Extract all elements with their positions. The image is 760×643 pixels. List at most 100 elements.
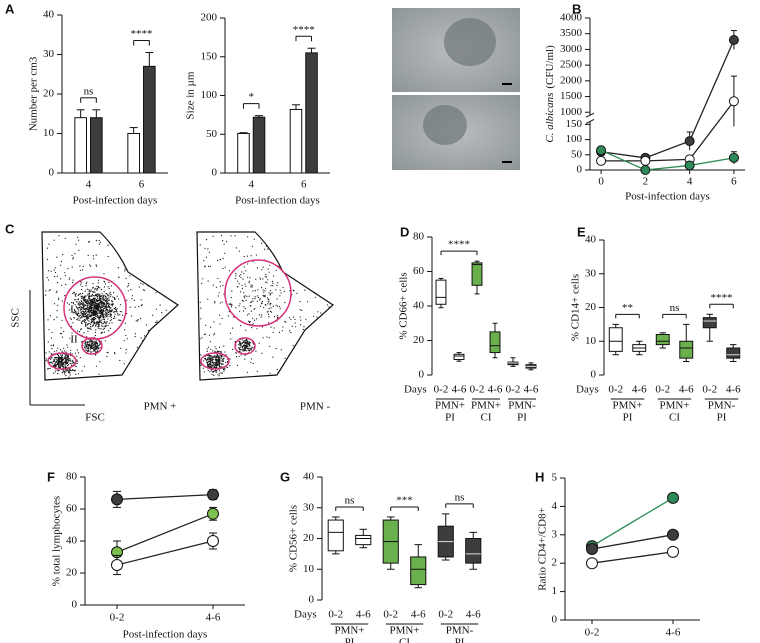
event-dot <box>114 311 116 313</box>
event-dot <box>73 317 75 319</box>
event-dot <box>218 373 220 375</box>
event-dot <box>77 236 79 238</box>
event-dot <box>235 351 237 353</box>
event-dot <box>230 338 232 340</box>
x-tick-label: 0-2 <box>506 384 521 396</box>
event-dot <box>50 358 52 360</box>
event-dot <box>213 362 215 364</box>
event-dot <box>94 298 96 300</box>
event-dot <box>260 316 262 318</box>
event-dot <box>250 347 252 350</box>
bar <box>289 108 303 174</box>
event-dot <box>105 310 107 312</box>
event-dot <box>244 346 246 348</box>
event-dot <box>106 321 108 323</box>
event-dot <box>262 278 264 280</box>
event-dot <box>207 363 209 365</box>
event-dot <box>261 269 263 271</box>
event-dot <box>276 284 278 287</box>
gate <box>47 352 77 370</box>
event-dot <box>83 298 85 300</box>
event-dot <box>219 281 221 283</box>
event-dot <box>80 300 83 302</box>
event-dot <box>220 360 222 362</box>
event-dot <box>203 333 205 336</box>
event-dot <box>262 289 264 291</box>
y-tick-label: 0 <box>309 594 315 606</box>
event-dot <box>92 283 94 285</box>
event-dot <box>102 295 104 298</box>
event-dot <box>86 346 88 348</box>
event-dot <box>96 293 98 295</box>
event-dot <box>90 316 92 318</box>
event-dot <box>87 328 89 330</box>
box <box>489 331 501 354</box>
y-tick-label: 20 <box>66 567 78 579</box>
event-dot <box>295 326 297 328</box>
event-dot <box>243 340 245 342</box>
event-dot <box>97 322 99 324</box>
x-tick-label: 4-6 <box>726 384 741 396</box>
x-tick-label: 4-6 <box>411 609 426 621</box>
event-dot <box>261 242 263 244</box>
event-dot <box>107 286 109 288</box>
event-dot <box>275 304 277 306</box>
event-dot <box>100 311 102 313</box>
event-dot <box>106 297 108 299</box>
event-dot <box>46 277 48 279</box>
event-dot <box>108 303 111 305</box>
event-dot <box>205 324 207 326</box>
event-dot <box>328 306 330 308</box>
event-dot <box>256 300 258 302</box>
axis-break <box>585 118 595 124</box>
event-dot <box>98 318 100 320</box>
event-dot <box>294 318 296 320</box>
event-dot <box>85 308 87 310</box>
event-dot <box>272 285 274 287</box>
event-dot <box>69 317 71 319</box>
event-dot <box>241 346 243 349</box>
event-dot <box>94 345 96 348</box>
event-dot <box>86 288 88 290</box>
event-dot <box>119 304 122 306</box>
event-dot <box>245 339 247 341</box>
event-dot <box>68 303 70 305</box>
event-dot <box>85 315 87 317</box>
event-dot <box>56 310 58 312</box>
event-dot <box>257 295 259 297</box>
event-dot <box>98 316 100 318</box>
event-dot <box>81 320 83 322</box>
bar <box>143 65 156 174</box>
event-dot <box>127 290 129 292</box>
event-dot <box>249 348 251 350</box>
y-axis-label: % CD14+ cells <box>570 274 582 341</box>
event-dot <box>79 357 81 359</box>
bar <box>90 117 103 174</box>
marker <box>684 160 695 171</box>
event-dot <box>80 302 82 305</box>
event-dot <box>82 316 84 318</box>
event-dot <box>267 298 269 300</box>
event-dot <box>209 265 211 267</box>
event-dot <box>104 303 106 305</box>
event-dot <box>271 280 273 283</box>
event-dot <box>235 275 237 277</box>
event-dot <box>95 294 97 296</box>
event-dot <box>97 313 99 315</box>
event-dot <box>51 362 53 364</box>
event-dot <box>99 316 101 318</box>
event-dot <box>218 292 220 294</box>
event-dot <box>53 350 56 352</box>
event-dot <box>77 308 79 310</box>
event-dot <box>61 284 63 286</box>
event-dot <box>221 354 223 356</box>
event-dot <box>269 372 271 374</box>
event-dot <box>243 344 245 346</box>
event-dot <box>264 304 266 306</box>
event-dot <box>159 304 161 306</box>
event-dot <box>105 313 107 315</box>
event-dot <box>232 327 234 329</box>
event-dot <box>98 344 100 346</box>
event-dot <box>129 275 131 277</box>
event-dot <box>58 361 61 363</box>
